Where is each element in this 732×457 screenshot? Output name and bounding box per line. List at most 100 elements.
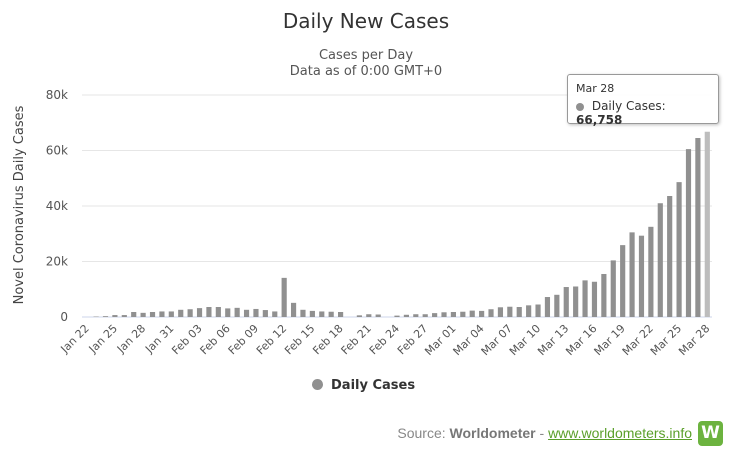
bar-feb-06[interactable] — [225, 308, 231, 317]
bar-mar-03[interactable] — [469, 310, 475, 317]
source-credit: Source: Worldometer - www.worldometers.i… — [397, 425, 692, 441]
bar-feb-11[interactable] — [272, 311, 278, 317]
bar-mar-10[interactable] — [535, 304, 541, 317]
bar-mar-09[interactable] — [526, 305, 532, 317]
x-tick-label: Feb 09 — [226, 322, 261, 357]
bar-feb-17[interactable] — [328, 311, 334, 317]
source-link[interactable]: www.worldometers.info — [548, 425, 692, 441]
bar-mar-27[interactable] — [695, 138, 701, 317]
bar-mar-05[interactable] — [488, 309, 494, 317]
legend-marker — [312, 379, 323, 390]
bar-jan-29[interactable] — [149, 312, 156, 317]
bar-mar-07[interactable] — [507, 306, 513, 317]
bar-jan-31[interactable] — [168, 311, 174, 317]
y-tick-label: 80k — [46, 88, 68, 102]
y-tick-label: 0 — [60, 310, 68, 324]
y-axis-ticks: 0 20k 40k 60k 80k — [46, 88, 68, 324]
source-name: Worldometer — [449, 425, 536, 441]
bar-feb-10[interactable] — [262, 310, 268, 317]
bar-mar-21[interactable] — [638, 235, 645, 317]
bar-mar-24[interactable] — [667, 196, 673, 317]
bar-feb-26[interactable] — [413, 314, 419, 317]
bar-feb-15[interactable] — [309, 310, 315, 317]
bar-jan-24[interactable] — [102, 316, 109, 317]
worldometer-logo-icon[interactable]: W — [698, 421, 723, 446]
bar-feb-05[interactable] — [215, 307, 221, 317]
bar-mar-08[interactable] — [516, 307, 522, 317]
bar-feb-01[interactable] — [178, 309, 184, 317]
bar-mar-25[interactable] — [676, 182, 682, 317]
x-tick-label: Feb 03 — [169, 322, 204, 357]
bar-feb-02[interactable] — [187, 309, 193, 317]
bar-mar-20[interactable] — [629, 232, 635, 317]
legend-label: Daily Cases — [331, 378, 416, 393]
x-tick-label: Jan 25 — [86, 322, 120, 356]
data-tooltip: Mar 28 Daily Cases: 66,758 — [567, 74, 719, 127]
bar-feb-16[interactable] — [319, 311, 325, 317]
source-prefix: Source: — [397, 425, 450, 441]
bar-mar-13[interactable] — [563, 287, 569, 317]
bar-mar-01[interactable] — [450, 312, 456, 317]
bar-feb-08[interactable] — [243, 309, 250, 317]
bar-feb-07[interactable] — [234, 307, 240, 317]
bar-jan-27[interactable] — [131, 312, 137, 317]
x-tick-label: Feb 15 — [282, 322, 317, 357]
chart-subtitle: Cases per Day — [318, 48, 414, 63]
tooltip-date: Mar 28 — [576, 82, 615, 95]
bar-feb-22[interactable] — [375, 314, 381, 318]
chart-title: Daily New Cases — [282, 9, 450, 33]
bar-feb-20[interactable] — [356, 315, 362, 317]
bar-mar-18[interactable] — [610, 260, 616, 317]
x-tick-label: Jan 22 — [58, 322, 92, 356]
bar-mar-04[interactable] — [479, 310, 485, 317]
bar-jan-26[interactable] — [121, 315, 127, 317]
bar-mar-15[interactable] — [582, 280, 588, 317]
bar-mar-16[interactable] — [591, 281, 598, 317]
bar-mar-22[interactable] — [648, 226, 654, 317]
x-tick-label: Feb 06 — [198, 322, 233, 357]
y-tick-label: 60k — [46, 144, 68, 158]
bar-feb-03[interactable] — [196, 308, 203, 317]
x-tick-label: Feb 21 — [339, 322, 374, 357]
bar-mar-26[interactable] — [685, 149, 692, 317]
bar-mar-06[interactable] — [497, 307, 504, 317]
chart-data-timestamp: Data as of 0:00 GMT+0 — [289, 64, 443, 79]
bar-mar-14[interactable] — [573, 286, 579, 317]
bar-feb-14[interactable] — [300, 309, 306, 317]
bar-jan-28[interactable] — [140, 312, 146, 317]
bar-mar-23[interactable] — [657, 203, 663, 317]
legend-item-daily-cases[interactable]: Daily Cases — [312, 378, 415, 393]
bar-feb-25[interactable] — [403, 314, 409, 317]
bar-feb-13[interactable] — [290, 302, 297, 317]
x-tick-label: Feb 24 — [367, 322, 402, 357]
y-axis-label: Novel Coronavirus Daily Cases — [12, 105, 27, 304]
y-tick-label: 40k — [46, 199, 68, 213]
bar-feb-09[interactable] — [253, 308, 259, 317]
tooltip-value: 66,758 — [576, 113, 623, 127]
bar-jan-25[interactable] — [112, 315, 118, 317]
source-separator: - — [535, 425, 549, 441]
tooltip-series-marker — [576, 102, 584, 111]
tooltip-label: Daily Cases: — [591, 99, 666, 113]
bar-feb-29[interactable] — [441, 312, 447, 317]
x-tick-label: Feb 18 — [310, 322, 345, 357]
bar-mar-02[interactable] — [460, 311, 466, 317]
bar-mar-11[interactable] — [544, 297, 551, 317]
bar-feb-24[interactable] — [394, 315, 400, 317]
bar-feb-12[interactable] — [281, 277, 287, 317]
bar-feb-27[interactable] — [422, 314, 428, 317]
x-tick-label: Feb 12 — [254, 322, 289, 357]
bar-mar-12[interactable] — [554, 294, 560, 317]
bar-feb-04[interactable] — [206, 307, 212, 317]
y-tick-label: 20k — [46, 255, 68, 269]
x-tick-label: Jan 28 — [114, 322, 148, 356]
bar-feb-21[interactable] — [366, 314, 372, 317]
bar-mar-17[interactable] — [601, 273, 607, 317]
bar-feb-28[interactable] — [432, 313, 438, 317]
grid-lines — [82, 94, 712, 318]
bar-feb-18[interactable] — [338, 312, 344, 317]
bar-mar-19[interactable] — [620, 245, 626, 317]
bar-mar-28[interactable] — [704, 131, 710, 317]
bar-jan-30[interactable] — [159, 311, 165, 317]
